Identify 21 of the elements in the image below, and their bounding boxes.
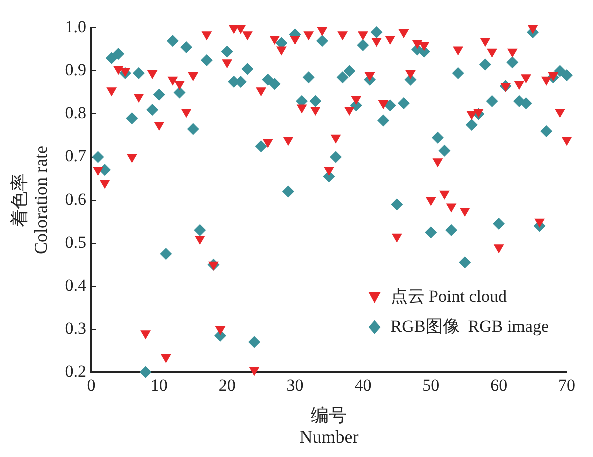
x-tick-label: 40 [354, 376, 372, 396]
y-tick-label: 0.6 [65, 190, 86, 209]
y-tick-label: 0.5 [65, 232, 86, 252]
x-tick-label: 10 [150, 376, 168, 396]
x-tick-label: 30 [286, 376, 304, 396]
y-tick-label: 1.0 [65, 18, 86, 37]
y-tick-label: 0.9 [65, 60, 86, 80]
x-axis-title: 编号 Number [300, 405, 359, 447]
y-tick-label: 0.2 [65, 362, 86, 381]
legend-label: 点云 Point cloud [390, 286, 508, 306]
legend-label: RGB图像 RGB image [390, 316, 550, 336]
y-tick-label: 0.7 [65, 146, 87, 166]
y-tick-label: 0.8 [65, 104, 86, 123]
y-axis-title: 着色率 Coloration rate [10, 146, 52, 255]
x-tick-label: 60 [490, 376, 508, 396]
y-tick-label: 0.4 [65, 276, 87, 295]
y-tick-label: 0.3 [65, 318, 86, 338]
x-tick-label: 20 [218, 376, 236, 396]
x-tick-label: 0 [87, 376, 96, 396]
x-tick-label: 50 [422, 376, 440, 396]
x-tick-label: 70 [558, 376, 576, 396]
